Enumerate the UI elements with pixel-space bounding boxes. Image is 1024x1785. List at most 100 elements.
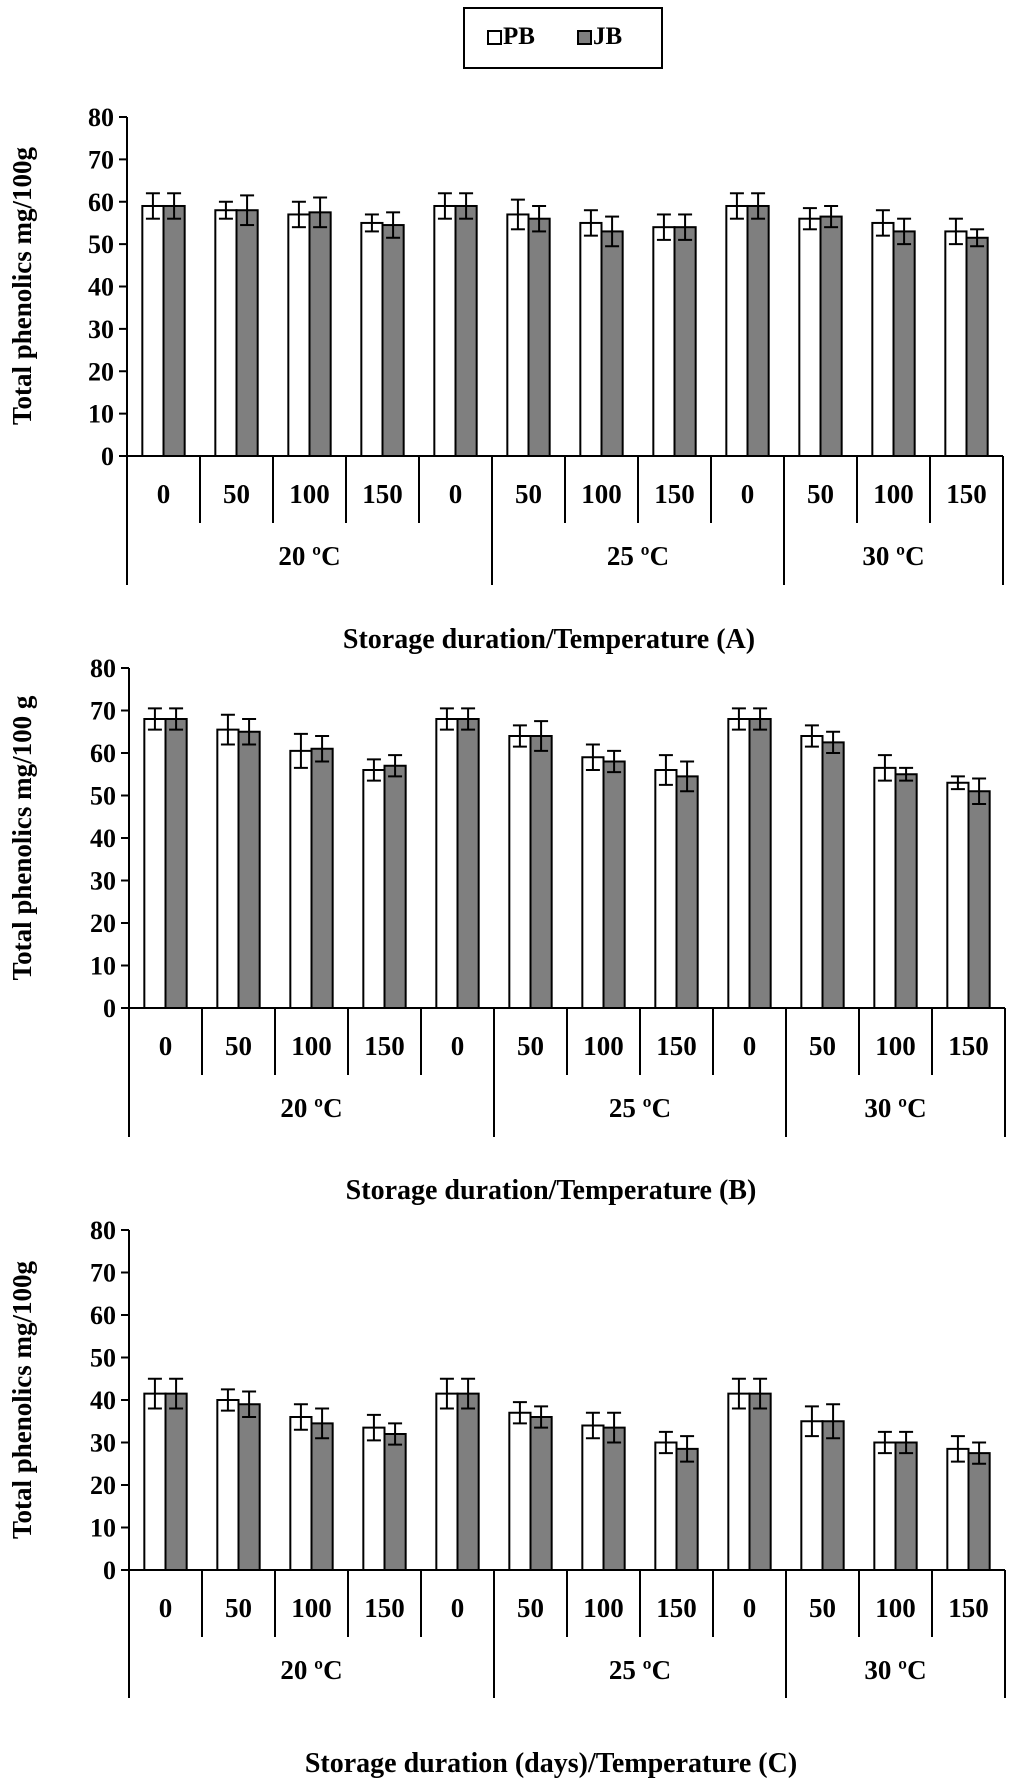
group-label: 20 ºC: [280, 1093, 342, 1123]
bar-jb: [673, 226, 697, 457]
y-axis-label: Total phenolics mg/100 g: [7, 695, 37, 980]
y-tick-label: 70: [90, 1259, 116, 1288]
category-label: 100: [583, 1031, 624, 1061]
bar-jb: [748, 718, 772, 1009]
bar-pb: [581, 1424, 605, 1571]
bar-pb: [873, 1441, 897, 1571]
y-tick-label: 80: [90, 654, 116, 683]
y-tick-label: 40: [88, 273, 114, 302]
bar-pb: [654, 1441, 678, 1571]
chart-panel-2: 0 10 20 30 40 50 60 70 80 Total phenolics mg/100 …: [7, 654, 1006, 1206]
y-tick-label: 60: [90, 1301, 116, 1330]
category-label: 50: [517, 1593, 544, 1623]
category-label: 100: [875, 1593, 916, 1623]
bar-jb: [237, 1403, 261, 1571]
group-label: 30 ºC: [862, 541, 924, 571]
y-tick-label: 80: [88, 103, 114, 132]
bar-pb: [216, 1399, 240, 1571]
bar-jb: [237, 730, 261, 1009]
y-tick-label: 20: [90, 1471, 116, 1500]
category-label: 150: [364, 1031, 405, 1061]
bar-pb: [944, 230, 968, 457]
category-label: 100: [291, 1031, 332, 1061]
bar-jb: [310, 1422, 334, 1571]
category-label: 150: [656, 1593, 697, 1623]
bar-jb: [894, 1441, 918, 1571]
bar-jb: [162, 204, 186, 457]
bar-jb: [602, 1426, 626, 1571]
group-label: 25 ºC: [609, 1655, 671, 1685]
category-label: 50: [807, 479, 834, 509]
category-label: 50: [225, 1031, 252, 1061]
category-label: 150: [362, 479, 403, 509]
bar-jb: [308, 211, 332, 457]
bar-pb: [800, 1420, 824, 1571]
bar-pb: [360, 221, 384, 457]
x-axis-label: Storage duration (days)/Temperature (C): [305, 1748, 797, 1779]
category-label: 50: [809, 1031, 836, 1061]
category-label: 0: [157, 479, 171, 509]
bar-jb: [967, 790, 991, 1009]
bar-jb: [527, 217, 551, 457]
y-tick-label: 50: [90, 1344, 116, 1373]
bar-pb: [652, 226, 676, 457]
legend: PB JB: [463, 7, 663, 69]
bar-jb: [967, 1452, 991, 1571]
y-axis-label: Total phenolics mg/100g: [7, 1260, 37, 1539]
bar-jb: [602, 760, 626, 1009]
bar-pb: [871, 221, 895, 457]
bar-jb: [456, 1392, 480, 1571]
category-label: 150: [656, 1031, 697, 1061]
bar-jb: [675, 1447, 699, 1571]
bar-pb: [289, 749, 313, 1009]
bar-jb: [748, 1392, 772, 1571]
bar-pb: [946, 781, 970, 1009]
category-label: 0: [743, 1031, 757, 1061]
y-tick-label: 70: [90, 697, 116, 726]
category-label: 100: [873, 479, 914, 509]
bar-jb: [383, 1433, 407, 1571]
y-tick-label: 30: [88, 315, 114, 344]
bar-pb: [289, 1416, 313, 1571]
y-tick-label: 20: [90, 909, 116, 938]
category-label: 0: [741, 479, 755, 509]
bar-jb: [164, 1392, 188, 1571]
bar-pb: [873, 766, 897, 1009]
bar-jb: [529, 1416, 553, 1571]
category-label: 150: [654, 479, 695, 509]
bar-jb: [456, 718, 480, 1009]
bar-pb: [435, 1392, 459, 1571]
legend-swatch-jb: [577, 30, 592, 45]
chart-panel-3: 0 10 20 30 40 50 60 70 80 Total phenolics mg/100g…: [7, 1216, 1006, 1779]
bar-pb: [435, 718, 459, 1009]
bar-pb: [287, 213, 311, 457]
y-tick-label: 0: [101, 442, 114, 471]
y-tick-label: 0: [103, 1556, 116, 1585]
legend-label-pb: PB: [503, 23, 535, 50]
y-tick-label: 60: [88, 188, 114, 217]
legend-swatch-pb: [487, 30, 502, 45]
y-tick-label: 10: [90, 1514, 116, 1543]
bar-pb: [362, 1426, 386, 1571]
chart-panel-1: 0 10 20 30 40 50 60 70 80 Total phenolics mg/100g…: [7, 103, 1004, 655]
category-label: 150: [946, 479, 987, 509]
category-label: 50: [225, 1593, 252, 1623]
category-label: 50: [223, 479, 250, 509]
bar-jb: [965, 236, 989, 457]
y-tick-label: 60: [90, 739, 116, 768]
category-label: 100: [875, 1031, 916, 1061]
bar-pb: [508, 1411, 532, 1571]
y-tick-label: 0: [103, 994, 116, 1023]
bar-pb: [141, 204, 165, 457]
bar-pb: [579, 221, 603, 457]
bar-jb: [454, 204, 478, 457]
x-axis-label: Storage duration/Temperature (B): [346, 1175, 757, 1206]
bar-pb: [581, 756, 605, 1009]
category-label: 150: [948, 1593, 989, 1623]
y-tick-label: 40: [90, 824, 116, 853]
y-axis-label: Total phenolics mg/100g: [7, 146, 37, 425]
category-label: 0: [451, 1031, 465, 1061]
x-axis-label: Storage duration/Temperature (A): [343, 624, 755, 655]
bar-pb: [727, 1392, 751, 1571]
